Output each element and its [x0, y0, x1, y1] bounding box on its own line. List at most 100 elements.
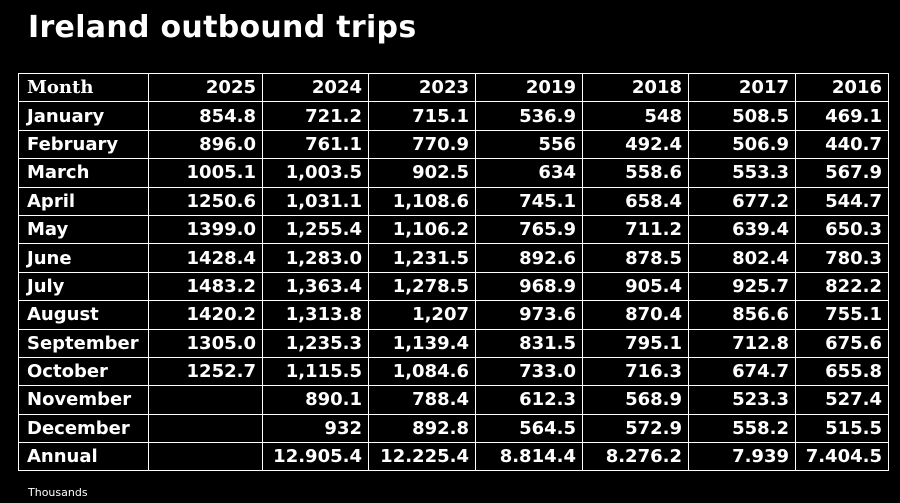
table-cell: 770.9 — [368, 129, 476, 160]
table-cell: 925.7 — [688, 271, 796, 302]
table-cell: 973.6 — [475, 300, 583, 330]
table-cell: 1,106.2 — [368, 214, 476, 245]
table-cell: 788.4 — [368, 385, 476, 415]
table-cell: 1,363.4 — [262, 271, 369, 302]
table-row: March 1005.1 1,003.5 902.5 634 558.6 553.3 567.… — [18, 158, 889, 188]
table-cell: 1,207 — [368, 300, 476, 330]
table-cell: 658.4 — [582, 186, 689, 216]
table-body: January 854.8 721.2 715.1 536.9 548 508.5 469.1… — [18, 101, 889, 472]
table-cell: 1,283.0 — [262, 243, 369, 273]
table-cell: 674.7 — [688, 356, 796, 387]
table-cell: 795.1 — [582, 328, 689, 358]
row-label: December — [18, 413, 149, 444]
column-header: 2018 — [582, 72, 689, 103]
table-row: February 896.0 761.1 770.9 556 492.4 506.9 440.… — [18, 129, 889, 160]
table-cell: 1,084.6 — [368, 356, 476, 387]
table-cell: 655.8 — [795, 356, 889, 387]
table-cell: 1,313.8 — [262, 300, 369, 330]
table-cell: 548 — [582, 101, 689, 131]
column-header: 2017 — [688, 72, 796, 103]
table-cell: 721.2 — [262, 101, 369, 131]
column-header: 2023 — [368, 72, 476, 103]
table-cell: 1,031.1 — [262, 186, 369, 216]
table-cell: 1005.1 — [148, 158, 263, 188]
table-cell: 892.8 — [368, 413, 476, 444]
table-cell: 968.9 — [475, 271, 583, 302]
table-row: May 1399.0 1,255.4 1,106.2 765.9 711.2 639.4 65… — [18, 214, 889, 245]
table-cell: 527.4 — [795, 385, 889, 415]
table-cell: 523.3 — [688, 385, 796, 415]
table-cell: 568.9 — [582, 385, 689, 415]
table-cell: 440.7 — [795, 129, 889, 160]
row-label: June — [18, 243, 149, 273]
row-label: January — [18, 101, 149, 131]
table-row: August 1420.2 1,313.8 1,207 973.6 870.4 856.6 7… — [18, 300, 889, 330]
table-cell: 765.9 — [475, 214, 583, 245]
table-cell: 564.5 — [475, 413, 583, 444]
table-cell: 1,003.5 — [262, 158, 369, 188]
table-cell — [148, 442, 263, 472]
column-header: 2016 — [795, 72, 889, 103]
title: Ireland outbound trips — [28, 10, 417, 45]
table-cell: 634 — [475, 158, 583, 188]
table-cell: 553.3 — [688, 158, 796, 188]
table-row: June 1428.4 1,283.0 1,231.5 892.6 878.5 802.4 7… — [18, 243, 889, 273]
table-cell: 1250.6 — [148, 186, 263, 216]
table-cell: 8.814.4 — [475, 442, 583, 472]
table-cell: 1,231.5 — [368, 243, 476, 273]
row-label: August — [18, 300, 149, 330]
table-row: September 1305.0 1,235.3 1,139.4 831.5 795.1 7… — [18, 328, 889, 358]
table-cell: 733.0 — [475, 356, 583, 387]
table-cell: 896.0 — [148, 129, 263, 160]
table-row: Annual 12.905.4 12.225.4 8.814.4 8.276.2 7.93… — [18, 442, 889, 472]
table-cell: 675.6 — [795, 328, 889, 358]
table-cell: 1,139.4 — [368, 328, 476, 358]
table-cell: 854.8 — [148, 101, 263, 131]
table-cell: 1399.0 — [148, 214, 263, 245]
column-header: 2019 — [475, 72, 583, 103]
table-cell: 878.5 — [582, 243, 689, 273]
row-label: February — [18, 129, 149, 160]
table-cell: 7.404.5 — [795, 442, 889, 472]
table-row: November 890.1 788.4 612.3 568.9 523.3 527.4 — [18, 385, 889, 415]
table-cell: 711.2 — [582, 214, 689, 245]
row-label: November — [18, 385, 149, 415]
table-cell: 639.4 — [688, 214, 796, 245]
table-row: January 854.8 721.2 715.1 536.9 548 508.5 469.1 — [18, 101, 889, 131]
row-label: September — [18, 328, 149, 358]
table-cell: 902.5 — [368, 158, 476, 188]
table-cell: 677.2 — [688, 186, 796, 216]
column-header: Month — [18, 72, 149, 103]
column-header: 2024 — [262, 72, 369, 103]
table-cell: 650.3 — [795, 214, 889, 245]
table-cell: 12.225.4 — [368, 442, 476, 472]
row-label: Annual — [18, 442, 149, 472]
row-label: March — [18, 158, 149, 188]
table-cell: 508.5 — [688, 101, 796, 131]
column-header: 2025 — [148, 72, 263, 103]
table-cell — [148, 385, 263, 415]
table-cell — [148, 413, 263, 444]
table-cell: 780.3 — [795, 243, 889, 273]
row-label: April — [18, 186, 149, 216]
table-row: July 1483.2 1,363.4 1,278.5 968.9 905.4 925.7 8… — [18, 271, 889, 302]
table-cell: 492.4 — [582, 129, 689, 160]
row-label: July — [18, 271, 149, 302]
table-row: December 932 892.8 564.5 572.9 558.2 515.5 — [18, 413, 889, 444]
table-cell: 544.7 — [795, 186, 889, 216]
table-cell: 1483.2 — [148, 271, 263, 302]
table-cell: 716.3 — [582, 356, 689, 387]
row-label: May — [18, 214, 149, 245]
table-cell: 515.5 — [795, 413, 889, 444]
table-cell: 1,115.5 — [262, 356, 369, 387]
table-cell: 755.1 — [795, 300, 889, 330]
table-cell: 932 — [262, 413, 369, 444]
header-row: Month 2025 2024 2023 2019 2018 2017 2016 — [18, 72, 889, 103]
table-row: October 1252.7 1,115.5 1,084.6 733.0 716.3 674… — [18, 356, 889, 387]
table-cell: 1,108.6 — [368, 186, 476, 216]
table-cell: 890.1 — [262, 385, 369, 415]
table-cell: 1420.2 — [148, 300, 263, 330]
table-cell: 745.1 — [475, 186, 583, 216]
table-cell: 1252.7 — [148, 356, 263, 387]
